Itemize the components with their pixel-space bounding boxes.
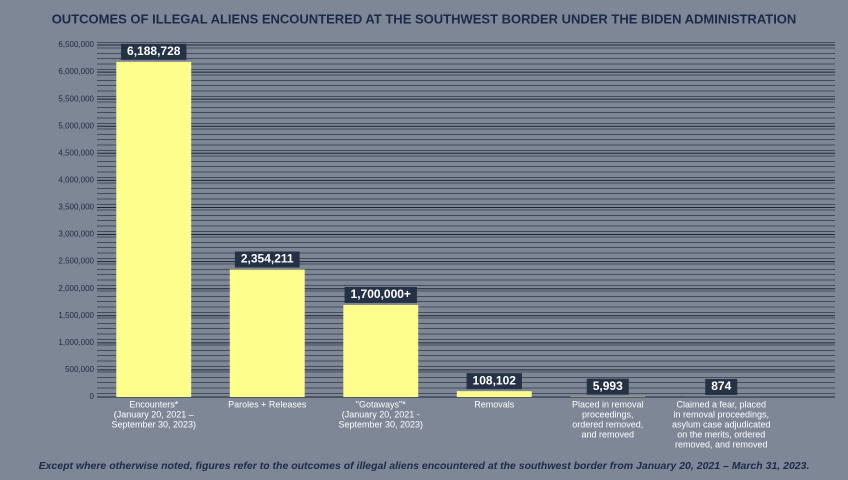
y-tick-label: 3,500,000 xyxy=(58,203,94,212)
value-label-bg xyxy=(121,43,187,60)
y-tick-label: 4,500,000 xyxy=(58,148,94,157)
y-tick-label: 3,000,000 xyxy=(58,230,94,239)
y-tick-label: 5,500,000 xyxy=(58,94,94,103)
x-tick-label: and removed xyxy=(581,429,634,439)
y-tick-label: 4,000,000 xyxy=(58,175,94,184)
bar xyxy=(229,269,305,397)
y-tick-label: 2,500,000 xyxy=(58,257,94,266)
value-label-bg xyxy=(234,251,300,268)
bar xyxy=(456,391,532,397)
x-tick-label: September 30, 2023) xyxy=(338,419,423,429)
value-label: 874 xyxy=(711,379,731,393)
x-tick-label: September 30, 2023) xyxy=(111,419,196,429)
y-tick-label: 6,500,000 xyxy=(58,40,94,49)
x-tick-label: removed, and removed xyxy=(675,439,768,449)
value-label-bg xyxy=(466,373,522,390)
x-tick-label: (January 20, 2021 - xyxy=(342,409,420,419)
y-tick-label: 1,500,000 xyxy=(58,311,94,320)
value-label-bg xyxy=(344,286,417,303)
x-tick-label: Encounters* xyxy=(129,399,179,409)
y-tick-label: 0 xyxy=(90,392,95,401)
bar xyxy=(116,61,192,398)
x-tick-label: asylum case adjudicated xyxy=(672,419,771,429)
y-tick-label: 2,000,000 xyxy=(58,284,94,293)
value-label: 1,700,000+ xyxy=(351,287,411,301)
value-label: 2,354,211 xyxy=(241,252,294,266)
value-label: 108,102 xyxy=(473,373,517,387)
y-tick-label: 6,000,000 xyxy=(58,67,94,76)
x-tick-label: Placed in removal xyxy=(572,399,644,409)
y-tick-label: 500,000 xyxy=(65,365,94,374)
x-tick-label: proceedings, xyxy=(582,409,634,419)
bar xyxy=(343,304,419,397)
x-tick-label: "Gotaways"* xyxy=(356,399,406,409)
x-tick-label: on the merits, ordered xyxy=(677,429,765,439)
background-stripes xyxy=(97,42,835,398)
x-tick-label: Claimed a fear, placed xyxy=(676,399,766,409)
value-label: 5,993 xyxy=(593,379,623,393)
x-tick-label: ordered removed, xyxy=(572,419,643,429)
x-tick-label: Paroles + Releases xyxy=(228,399,307,409)
y-tick-label: 1,000,000 xyxy=(58,338,94,347)
x-tick-label: in removal proceedings, xyxy=(673,409,769,419)
x-tick-label: Removals xyxy=(474,399,515,409)
value-label-bg xyxy=(586,378,629,395)
value-label-bg xyxy=(705,378,738,395)
x-tick-label: (January 20, 2021 – xyxy=(114,409,194,419)
chart-title: OUTCOMES OF ILLEGAL ALIENS ENCOUNTERED A… xyxy=(52,11,797,26)
footnote: Except where otherwise noted, figures re… xyxy=(39,460,810,472)
y-tick-label: 5,000,000 xyxy=(58,121,94,130)
value-label: 6,188,728 xyxy=(127,44,181,58)
